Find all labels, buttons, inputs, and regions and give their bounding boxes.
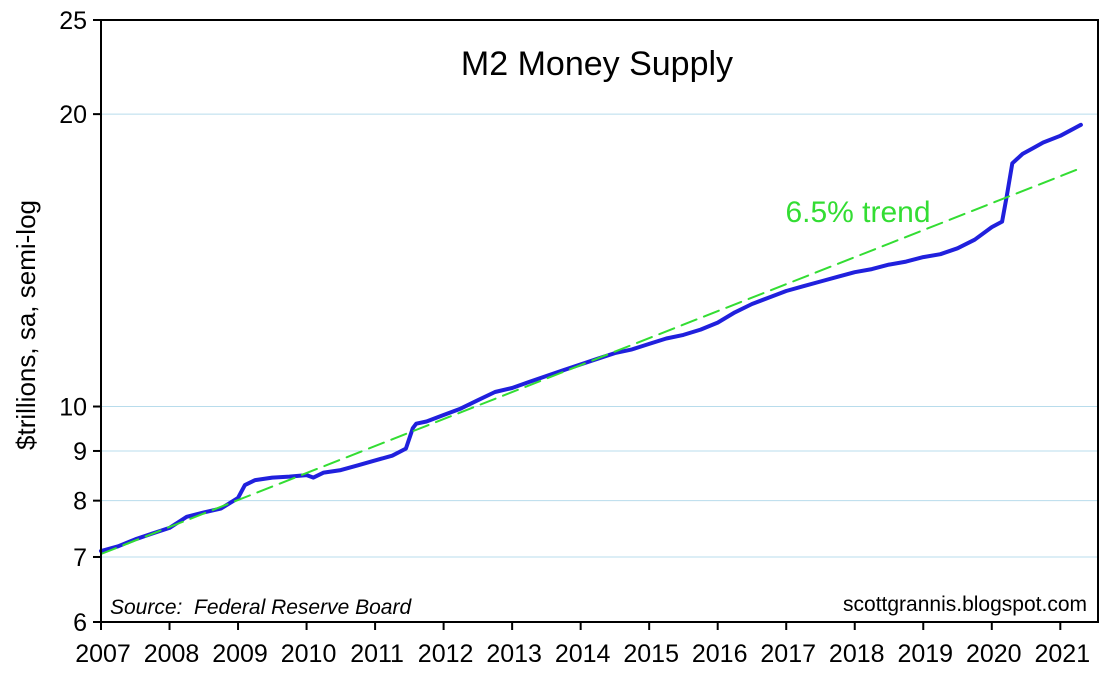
x-tick-label-2009: 2009 bbox=[212, 640, 268, 668]
axes: 6 7 8 9 10 20 25 2007 2008 2009 2010 2011 2012 2013 20… bbox=[59, 7, 1090, 668]
chart-title: M2 Money Supply bbox=[461, 45, 733, 83]
plot-frame bbox=[100, 19, 1099, 623]
y-tick-label-25: 25 bbox=[59, 7, 87, 35]
x-tick-label-2020: 2020 bbox=[966, 640, 1022, 668]
x-tick-label-2011: 2011 bbox=[350, 640, 404, 668]
credit-note: scottgrannis.blogspot.com bbox=[843, 593, 1087, 616]
trend-line bbox=[100, 167, 1082, 555]
x-tick-label-2016: 2016 bbox=[692, 640, 748, 668]
x-tick-label-2021: 2021 bbox=[1035, 640, 1091, 668]
x-tick-label-2018: 2018 bbox=[829, 640, 885, 668]
x-tick-label-2014: 2014 bbox=[555, 640, 611, 668]
y-tick-label-6: 6 bbox=[73, 609, 87, 637]
y-tick-label-9: 9 bbox=[73, 438, 87, 466]
trend-annotation: 6.5% trend bbox=[785, 196, 930, 229]
y-tick-label-7: 7 bbox=[73, 544, 87, 572]
y-axis-label: $trillions, sa, semi-log bbox=[11, 200, 41, 450]
x-tick-label-2017: 2017 bbox=[760, 640, 816, 668]
x-tick-label-2008: 2008 bbox=[144, 640, 200, 668]
x-tick-label-2012: 2012 bbox=[418, 640, 474, 668]
gridlines bbox=[101, 113, 1098, 558]
y-tick-label-8: 8 bbox=[73, 488, 87, 516]
x-tick-label-2015: 2015 bbox=[623, 640, 679, 668]
series-layer bbox=[99, 122, 1083, 555]
x-tick-label-2007: 2007 bbox=[75, 640, 131, 668]
source-note: Source: Federal Reserve Board bbox=[110, 596, 412, 619]
m2-series-line bbox=[99, 122, 1083, 553]
x-tick-label-2013: 2013 bbox=[486, 640, 542, 668]
x-tick-label-2019: 2019 bbox=[897, 640, 953, 668]
y-tick-label-10: 10 bbox=[59, 394, 87, 422]
x-tick-label-2010: 2010 bbox=[281, 640, 337, 668]
y-tick-label-20: 20 bbox=[59, 101, 87, 129]
